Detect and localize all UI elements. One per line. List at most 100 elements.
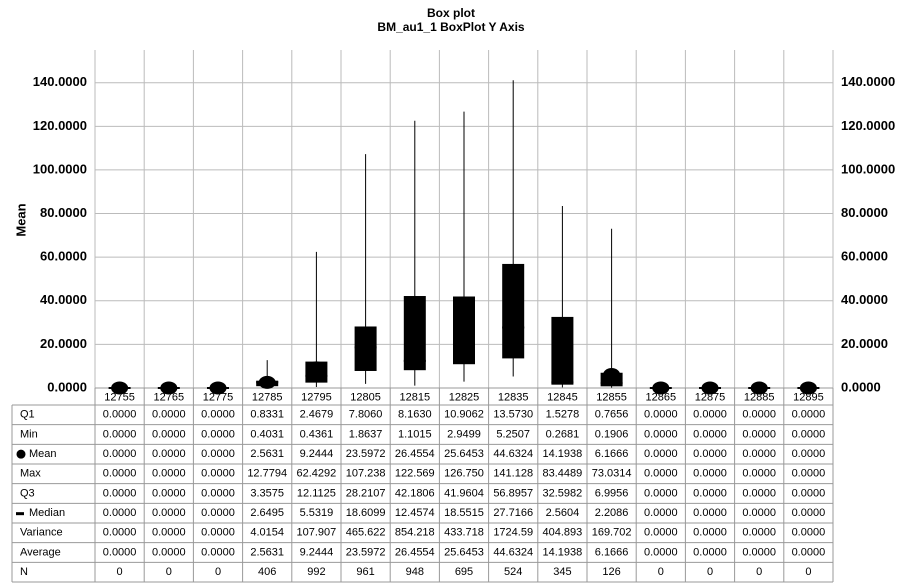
- x-tick-label: 12895: [793, 391, 824, 403]
- table-cell: 0.0000: [792, 487, 826, 499]
- table-cell: 0.0000: [693, 507, 727, 519]
- table-cell: 406: [258, 566, 276, 578]
- table-cell: 62.4292: [297, 468, 337, 480]
- table-cell: 7.8060: [349, 409, 383, 421]
- table-cell: 0.0000: [742, 507, 776, 519]
- table-cell: 107.907: [297, 527, 337, 539]
- table-cell: 0.0000: [693, 468, 727, 480]
- table-cell: 0.0000: [792, 468, 826, 480]
- table-cell: 0: [756, 566, 762, 578]
- box: [502, 263, 525, 359]
- table-cell: 32.5982: [543, 487, 583, 499]
- y2-tick-label: 120.0000: [841, 118, 895, 133]
- table-cell: 0.0000: [103, 409, 137, 421]
- table-cell: 122.569: [395, 468, 435, 480]
- x-tick-label: 12875: [695, 391, 726, 403]
- table-cell: 0.0000: [201, 448, 235, 460]
- table-cell: 0.0000: [201, 507, 235, 519]
- x-tick-label: 12855: [596, 391, 627, 403]
- table-cell: 5.5319: [300, 507, 334, 519]
- table-cell: 0.0000: [644, 428, 678, 440]
- y2-tick-label: 80.0000: [841, 205, 888, 220]
- legend-label: N: [20, 566, 28, 578]
- table-cell: 2.4679: [300, 409, 334, 421]
- table-cell: 0: [215, 566, 221, 578]
- legend-median-icon: [16, 512, 24, 516]
- mean-marker: [553, 350, 571, 364]
- table-cell: 0.4361: [300, 428, 334, 440]
- table-cell: 0: [707, 566, 713, 578]
- table-cell: 0.0000: [103, 468, 137, 480]
- legend-label: Q3: [20, 487, 35, 499]
- y-tick-label: 20.0000: [40, 336, 87, 351]
- table-cell: 0.2681: [546, 428, 580, 440]
- table-cell: 12.4574: [395, 507, 435, 519]
- y2-tick-label: 0.0000: [841, 379, 881, 394]
- table-cell: 0.4031: [250, 428, 284, 440]
- table-cell: 0.0000: [792, 527, 826, 539]
- table-cell: 0.0000: [742, 527, 776, 539]
- table-cell: 0.0000: [742, 409, 776, 421]
- table-cell: 0.0000: [152, 428, 186, 440]
- table-cell: 27.7166: [493, 507, 533, 519]
- table-cell: 169.702: [592, 527, 632, 539]
- y2-tick-label: 40.0000: [841, 292, 888, 307]
- table-cell: 0.0000: [644, 487, 678, 499]
- mean-marker: [750, 381, 768, 395]
- table-cell: 0: [166, 566, 172, 578]
- table-cell: 0.0000: [644, 507, 678, 519]
- table-cell: 0.0000: [152, 487, 186, 499]
- table-cell: 0.0000: [792, 507, 826, 519]
- table-cell: 0.0000: [201, 409, 235, 421]
- table-cell: 992: [307, 566, 325, 578]
- table-cell: 0.0000: [792, 409, 826, 421]
- table-cell: 433.718: [444, 527, 484, 539]
- x-tick-label: 12865: [646, 391, 677, 403]
- table-cell: 14.1938: [543, 546, 583, 558]
- table-cell: 1.1015: [398, 428, 432, 440]
- mean-marker: [258, 375, 276, 389]
- mean-marker: [406, 323, 424, 337]
- table-cell: 1.5278: [546, 409, 580, 421]
- table-cell: 0.0000: [152, 527, 186, 539]
- mean-marker: [111, 381, 129, 395]
- table-cell: 25.6453: [444, 448, 484, 460]
- table-cell: 0.0000: [693, 546, 727, 558]
- mean-marker: [504, 284, 522, 298]
- table-cell: 961: [356, 566, 374, 578]
- table-cell: 18.6099: [346, 507, 386, 519]
- x-tick-label: 12755: [104, 391, 135, 403]
- table-cell: 0.0000: [103, 448, 137, 460]
- table-cell: 18.5515: [444, 507, 484, 519]
- y-tick-label: 0.0000: [47, 379, 87, 394]
- table-cell: 854.218: [395, 527, 435, 539]
- table-cell: 0.0000: [201, 487, 235, 499]
- table-cell: 13.5730: [493, 409, 533, 421]
- table-cell: 0: [117, 566, 123, 578]
- legend-label: Mean: [29, 448, 57, 460]
- x-tick-label: 12845: [547, 391, 578, 403]
- chart-title: Box plot: [427, 6, 475, 20]
- table-cell: 107.238: [346, 468, 386, 480]
- table-cell: 0.0000: [644, 448, 678, 460]
- table-cell: 9.2444: [300, 448, 334, 460]
- table-cell: 0.0000: [792, 546, 826, 558]
- table-cell: 524: [504, 566, 522, 578]
- table-cell: 1.8637: [349, 428, 383, 440]
- table-cell: 0.1906: [595, 428, 629, 440]
- table-cell: 28.2107: [346, 487, 386, 499]
- x-tick-label: 12775: [203, 391, 234, 403]
- table-cell: 42.1806: [395, 487, 435, 499]
- table-cell: 1724.59: [493, 527, 533, 539]
- table-cell: 0.0000: [644, 546, 678, 558]
- x-tick-label: 12795: [301, 391, 332, 403]
- table-cell: 0.0000: [103, 428, 137, 440]
- legend-label: Variance: [20, 527, 63, 539]
- y-tick-label: 80.0000: [40, 205, 87, 220]
- table-cell: 0.7656: [595, 409, 629, 421]
- table-cell: 10.9062: [444, 409, 484, 421]
- table-cell: 25.6453: [444, 546, 484, 558]
- table-cell: 83.4489: [543, 468, 583, 480]
- table-cell: 6.1666: [595, 448, 629, 460]
